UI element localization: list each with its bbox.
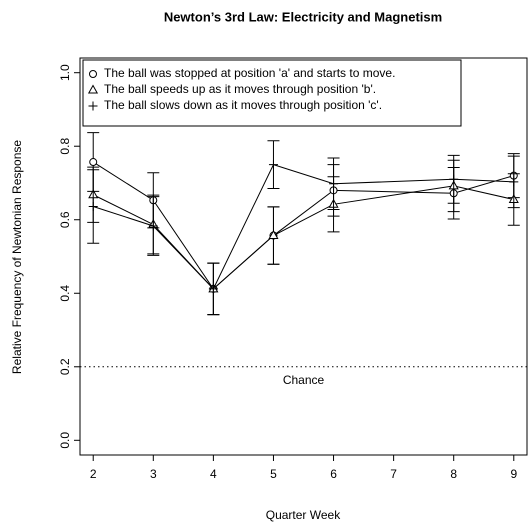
- data-point: [449, 174, 459, 184]
- y-tick-label: 0.6: [58, 211, 72, 228]
- data-point: [509, 177, 519, 187]
- x-tick-label: 9: [510, 467, 517, 481]
- chart-title: Newton’s 3rd Law: Electricity and Magnet…: [164, 9, 442, 24]
- data-point: [268, 160, 278, 170]
- x-tick-label: 5: [270, 467, 277, 481]
- data-point: [329, 179, 339, 189]
- legend-symbol: [88, 101, 98, 111]
- legend-symbol: [89, 70, 97, 78]
- data-point: [148, 221, 158, 231]
- legend-label: The ball slows down as it moves through …: [104, 98, 382, 112]
- data-point: [208, 284, 218, 294]
- reference-label: Chance: [283, 373, 325, 387]
- x-tick-label: 7: [390, 467, 397, 481]
- x-tick-label: 3: [150, 467, 157, 481]
- x-tick-label: 8: [450, 467, 457, 481]
- data-point: [89, 158, 98, 167]
- x-tick-label: 6: [330, 467, 337, 481]
- x-axis-label: Quarter Week: [266, 508, 341, 522]
- y-tick-label: 0.2: [58, 358, 72, 375]
- x-tick-label: 2: [90, 467, 97, 481]
- y-axis-label: Relative Frequency of Newtonian Response: [10, 140, 24, 374]
- legend-label: The ball was stopped at position 'a' and…: [104, 66, 395, 80]
- x-tick-label: 4: [210, 467, 217, 481]
- y-tick-label: 0.8: [58, 138, 72, 155]
- legend-symbol: [87, 84, 99, 94]
- y-tick-label: 1.0: [58, 64, 72, 81]
- plot-frame: [79, 57, 528, 456]
- data-point: [268, 230, 279, 240]
- y-tick-label: 0.0: [58, 432, 72, 449]
- legend-box: [82, 59, 462, 127]
- y-tick-label: 0.4: [58, 285, 72, 302]
- data-point: [88, 202, 98, 212]
- legend-label: The ball speeds up as it moves through p…: [104, 82, 376, 96]
